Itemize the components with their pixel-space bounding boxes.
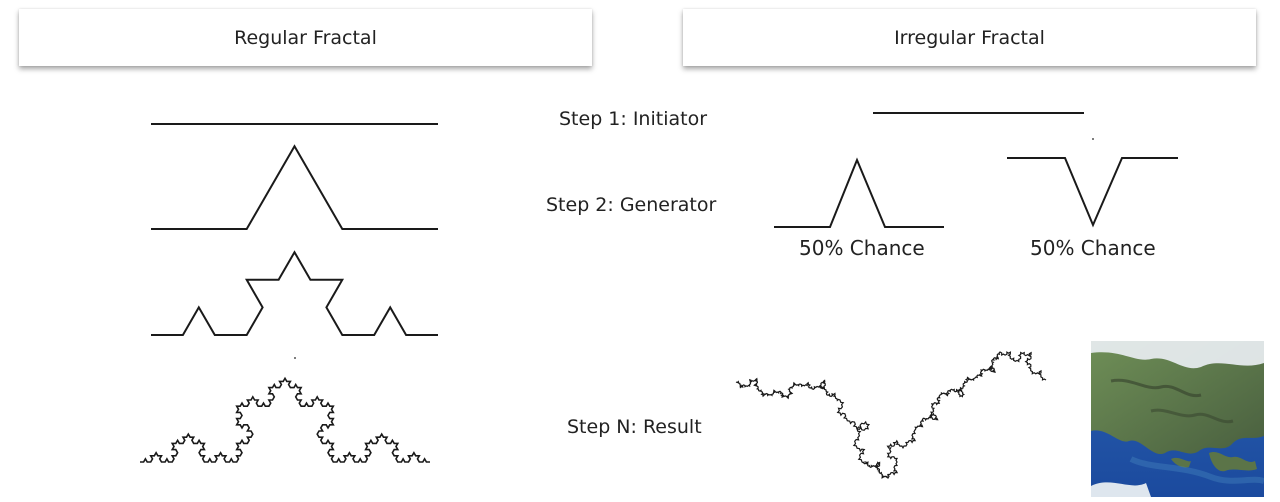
- step-generator-label: Step 2: Generator: [546, 194, 717, 216]
- step-result-label: Step N: Result: [567, 416, 702, 438]
- irregular-fractal-header: Irregular Fractal: [683, 9, 1256, 66]
- irregular-fractal-result-curve: [735, 351, 1047, 479]
- generator-option-down-chance: 50% Chance: [1030, 236, 1156, 260]
- irregular-fractal-title: Irregular Fractal: [894, 26, 1045, 49]
- generator-option-up-chance: 50% Chance: [799, 236, 925, 260]
- regular-fractal-header: Regular Fractal: [19, 9, 592, 66]
- koch-iteration-2-curve: [151, 250, 438, 336]
- regular-fractal-title: Regular Fractal: [234, 26, 377, 49]
- step-initiator-label: Step 1: Initiator: [559, 108, 708, 130]
- koch-iteration-1-curve: [151, 144, 438, 230]
- stray-dot-2: [1092, 138, 1094, 140]
- generator-peak-up-shape: [774, 157, 944, 228]
- coastline-satellite-photo: [1091, 341, 1264, 497]
- stray-dot: [294, 357, 296, 359]
- generator-peak-down-shape: [1007, 157, 1178, 228]
- koch-iteration-4-curve: [140, 376, 430, 463]
